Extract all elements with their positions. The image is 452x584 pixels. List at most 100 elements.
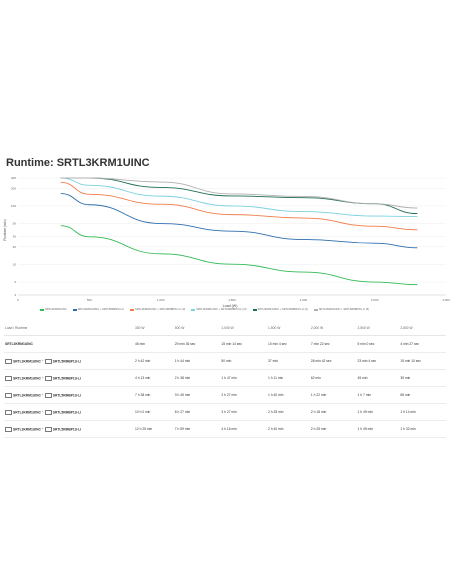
runtime-cell: 66 min: [399, 386, 446, 404]
runtime-cell: 15 min 14 sec: [220, 335, 268, 353]
table-row: SRTL3KRM1UINC+ SRTL5RMBP1U-LI 4 h 13 min 2 …: [4, 369, 446, 387]
table-row: SRTL3KRM1UINC 46 min 29 min 36 sec 15 min 1…: [4, 335, 446, 353]
ups-icon: [5, 358, 12, 364]
x-axis-label: Load (W): [223, 304, 238, 308]
runtime-cell: 10 min 4 sec: [267, 335, 310, 353]
runtime-chart: 300 200 100 50 30 20 10 5 3 0 500 1,000 1,500 2,000 2…: [3, 176, 450, 308]
legend-item[interactable]: SRTL3KRM1UINC + SRTL5RMBP1U-LI (2): [129, 308, 186, 311]
battery-pack-icon: [44, 375, 52, 381]
table-row: SRTL3KRM1UINC+ SRTL5RMBP1U-LI 2 h 42 min 1 …: [4, 352, 446, 370]
plus-icon: +: [41, 409, 44, 414]
config-cell: SRTL3KRM1UINC+ SRTL5RMBP1U-LI: [4, 420, 134, 438]
y-tick-label: 200: [11, 186, 16, 190]
column-header: 300 W: [134, 321, 174, 336]
battery-pack-icon: [44, 409, 52, 415]
runtime-cell: 1 h 44 min: [173, 352, 221, 370]
plus-icon: +: [41, 392, 44, 397]
legend-item[interactable]: SRTL3KRM1UINC + SRTL5RMBP1U-LI: [72, 308, 124, 311]
runtime-cell: 45 min: [356, 369, 400, 387]
y-axis-label: Runtime (min): [3, 219, 7, 240]
battery-model: SRTL5RMBP1U-LI: [52, 409, 82, 414]
x-tick-label: 3,000: [442, 298, 450, 302]
column-header: 2,500 W: [356, 321, 400, 336]
column-header: 1,000 W: [220, 321, 268, 336]
runtime-cell: 2 h 25 min: [309, 420, 357, 438]
y-tick-label: 10: [13, 262, 17, 266]
runtime-cell: 4 h 16 min: [220, 420, 268, 438]
runtime-cell: 39 min: [399, 369, 446, 387]
runtime-cell: 1 h 7 min: [356, 386, 400, 404]
runtime-cell: 3 h 45 min: [173, 386, 221, 404]
ups-model: SRTL3KRM1UINC: [13, 358, 41, 363]
battery-pack-icon: [44, 392, 52, 398]
column-header: 1,500 W: [267, 321, 310, 336]
y-tick-label: 30: [13, 235, 17, 239]
x-axis-ticks: 0 500 1,000 1,500 2,000 2,500 3,000: [17, 294, 450, 302]
runtime-cell: 23 min 4 sec: [356, 352, 400, 370]
config-cell: SRTL3KRM1UINC+ SRTL5RMBP1U-LI: [4, 369, 134, 387]
runtime-cell: 4 h 13 min: [134, 369, 174, 387]
legend-swatch: [313, 308, 318, 311]
runtime-cell: 62 min: [309, 369, 357, 387]
y-tick-label: 300: [11, 176, 16, 180]
x-tick-label: 500: [87, 298, 92, 302]
legend-label: SRTL3KRM1UINC + SRTL5RMBP1U-LI: [77, 308, 124, 311]
runtime-table: Load / Runtime 300 W 500 W 1,000 W 1,500 W 2,…: [4, 321, 446, 438]
y-tick-label: 3: [14, 293, 16, 297]
legend-swatch: [252, 308, 257, 311]
legend-item[interactable]: SRTL3KRM1UINC + SRTL5RMBP1U-LI (3): [191, 308, 247, 311]
runtime-cell: 10 h 0 min: [134, 403, 174, 421]
runtime-cell: 7 h 38 min: [134, 386, 174, 404]
x-tick-label: 2,500: [371, 298, 379, 302]
config-cell: SRTL3KRM1UINC: [4, 335, 134, 353]
battery-model: SRTL5RMBP1U-LI: [52, 375, 82, 380]
table-row: SRTL3KRM1UINC+ SRTL5RMBP1U-LI 7 h 38 min 3 …: [4, 386, 446, 404]
runtime-cell: 2 h 40 min: [267, 420, 310, 438]
series-line: [60, 177, 418, 217]
table-row: SRTL3KRM1UINC+ SRTL5RMBP1U-LI 12 h 25 min 7…: [4, 420, 446, 438]
runtime-cell: 19 min 10 sec: [399, 352, 446, 370]
legend-item[interactable]: SRTL3KRM1UINC: [40, 308, 67, 311]
ups-model: SRTL3KRM1UINC: [13, 375, 41, 380]
y-tick-label: 20: [13, 245, 17, 249]
chart-legend: SRTL3KRM1UINC SRTL3KRM1UINC + SRTL5RMBP1U…: [40, 308, 440, 311]
series-line: [60, 193, 418, 249]
ups-icon: [5, 409, 12, 415]
ups-model: SRTL3KRM1UINC: [5, 342, 33, 346]
y-tick-label: 50: [13, 222, 17, 226]
runtime-cell: 37 min: [267, 352, 310, 370]
x-tick-label: 2,000: [300, 298, 308, 302]
ups-icon: [5, 426, 12, 432]
y-axis-ticks: 300 200 100 50 30 20 10 5 3: [11, 176, 16, 297]
series-lines: [60, 177, 418, 286]
runtime-cell: 29 min 36 sec: [173, 335, 221, 353]
legend-item[interactable]: SRTL3KRM1UINC + SRTL5RMBP1U-LI (5): [313, 308, 370, 311]
runtime-cell: 50 min: [220, 352, 268, 370]
legend-label: SRTL3KRM1UINC + SRTL5RMBP1U-LI (5): [318, 308, 370, 311]
runtime-cell: 1 h 49 min: [356, 420, 400, 438]
legend-label: SRTL3KRM1UINC + SRTL5RMBP1U-LI (2): [134, 308, 186, 311]
runtime-cell: 26 min 42 sec: [309, 352, 357, 370]
runtime-cell: 46 min: [134, 335, 174, 353]
ups-model: SRTL3KRM1UINC: [13, 392, 41, 397]
battery-model: SRTL5RMBP1U-LI: [52, 426, 82, 431]
runtime-cell: 1 h 11 min: [267, 369, 310, 387]
y-tick-label: 100: [11, 204, 16, 208]
ups-model: SRTL3KRM1UINC: [13, 426, 41, 431]
legend-item[interactable]: SRTL3KRM1UINC + SRTL5RMBP1U-LI (4): [252, 308, 308, 311]
ups-model: SRTL3KRM1UINC: [13, 409, 41, 414]
x-tick-label: 1,500: [228, 298, 236, 302]
runtime-cell: 1 h 32 min: [399, 420, 446, 438]
runtime-cell: 7 min 22 sec: [309, 335, 357, 353]
legend-swatch: [191, 308, 196, 311]
runtime-cell: 1 h 14 min: [399, 403, 446, 421]
runtime-cell: 5 min 0 sec: [356, 335, 400, 353]
column-header: 500 W: [173, 321, 221, 336]
runtime-cell: 4 min 27 sec: [399, 335, 446, 353]
column-header: 2,000 W: [309, 321, 357, 336]
ups-icon: [5, 392, 12, 398]
plus-icon: +: [41, 375, 44, 380]
config-cell: SRTL3KRM1UINC+ SRTL5RMBP1U-LI: [4, 352, 134, 370]
legend-label: SRTL3KRM1UINC: [45, 308, 67, 311]
runtime-cell: 1 h 49 min: [356, 403, 400, 421]
